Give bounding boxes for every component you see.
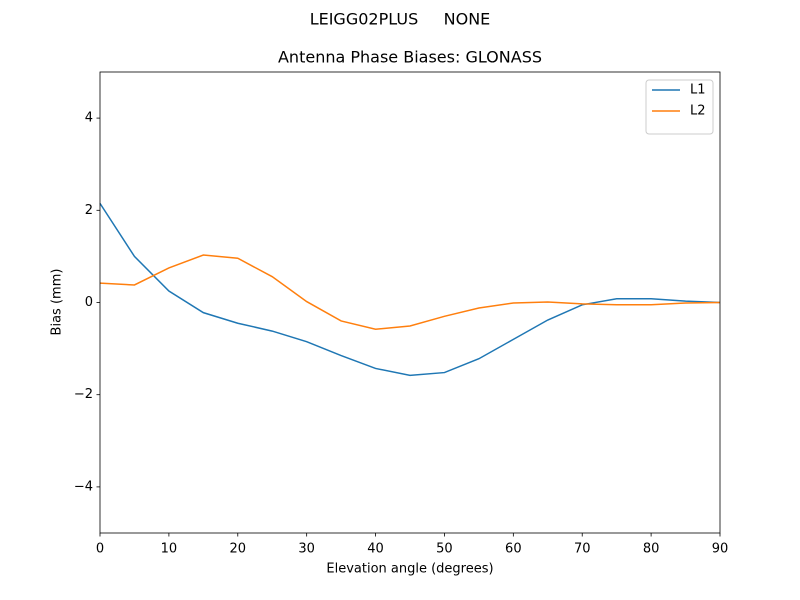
y-tick-label: 2: [85, 203, 93, 218]
data-line: [99, 202, 721, 377]
x-tick-label: 90: [712, 542, 729, 557]
legend-box: [645, 79, 714, 135]
x-tick-label: 20: [230, 542, 247, 557]
x-tick-label: 10: [161, 542, 178, 557]
plot-frame: [99, 71, 721, 534]
y-tick-label: 4: [85, 111, 93, 126]
x-tick-label: 70: [574, 542, 591, 557]
x-tick-label: 50: [436, 542, 453, 557]
x-tick-label: 0: [96, 542, 104, 557]
legend-label: L2: [690, 104, 706, 119]
x-tick-label: 30: [298, 542, 315, 557]
data-line: [99, 254, 721, 330]
x-tick-label: 60: [505, 542, 522, 557]
chart-title: Antenna Phase Biases: GLONASS: [278, 48, 542, 67]
x-tick-label: 40: [367, 542, 384, 557]
suptitle: LEIGG02PLUS NONE: [310, 10, 491, 29]
y-tick-label: 0: [85, 295, 93, 310]
y-tick-label: −4: [74, 479, 93, 494]
legend-label: L1: [690, 83, 706, 98]
x-axis-label: Elevation angle (degrees): [326, 562, 493, 577]
y-tick-label: −2: [74, 387, 93, 402]
y-axis-label: Bias (mm): [50, 269, 65, 336]
x-tick-label: 80: [643, 542, 660, 557]
